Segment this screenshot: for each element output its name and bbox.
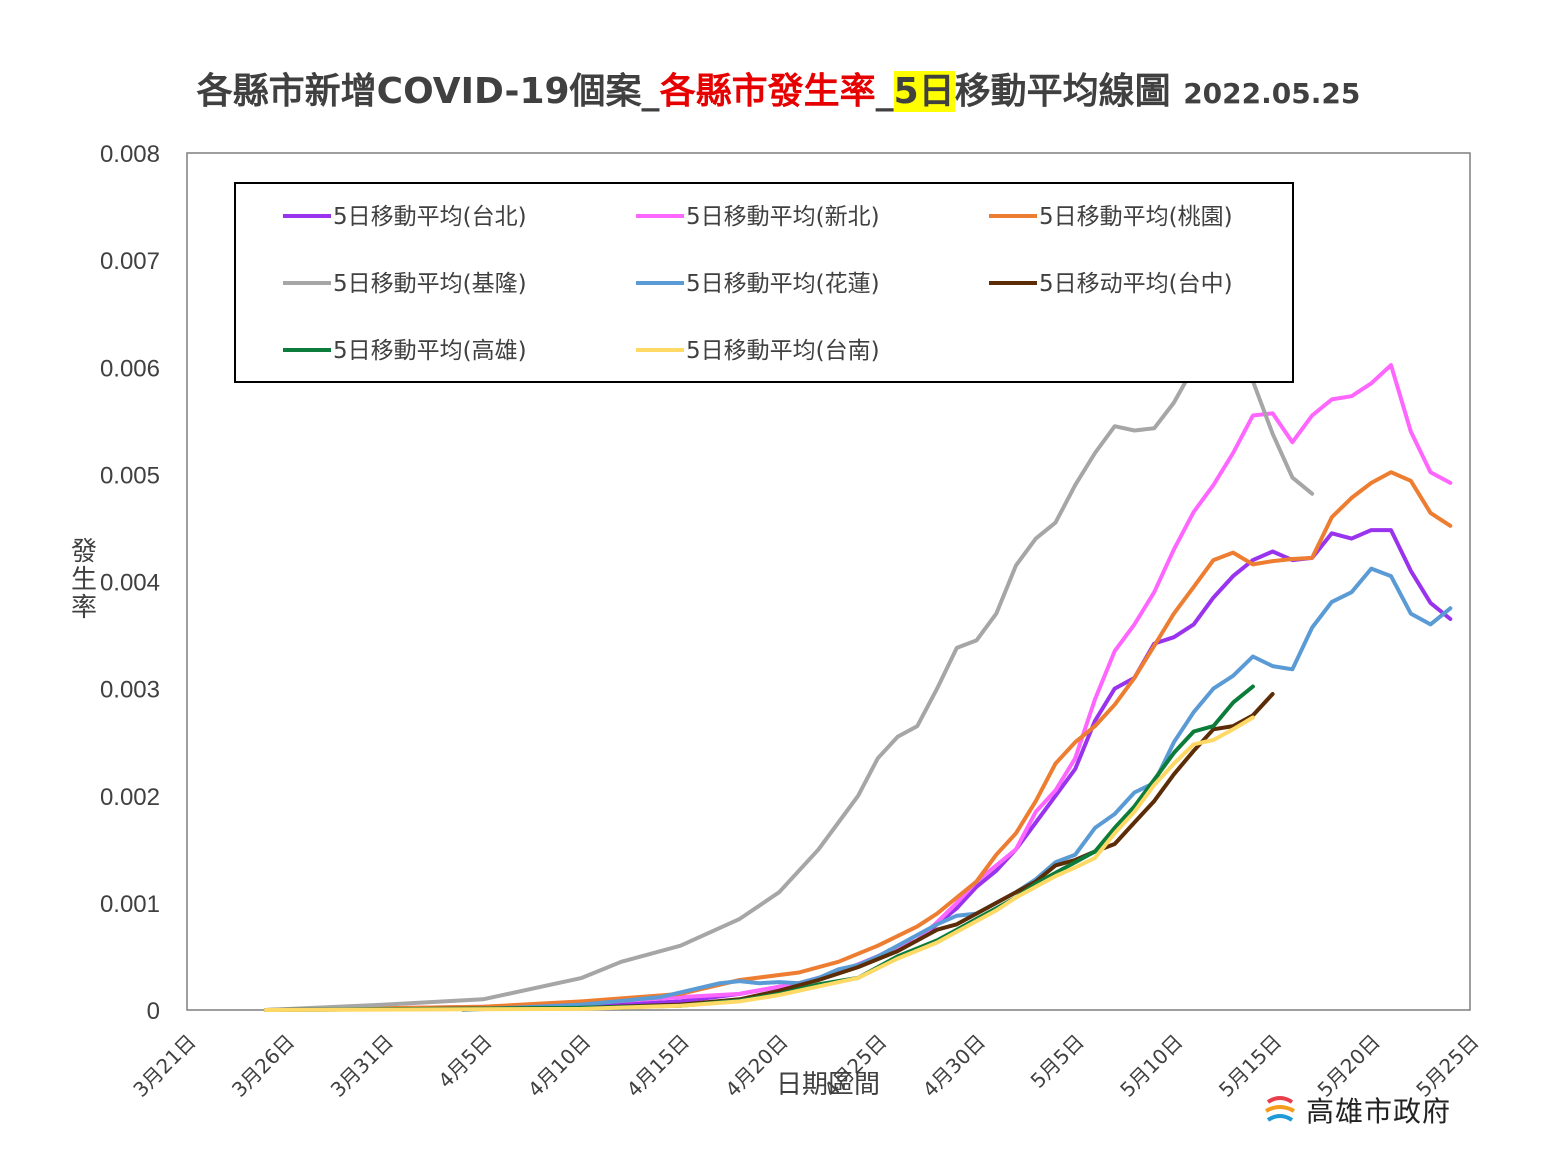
y-axis-title-char: 率 <box>71 593 97 623</box>
y-axis-title-char: 發 <box>71 537 97 567</box>
x-tick-label: 5月5日 <box>1026 1030 1089 1093</box>
y-axis-title: 發生率 <box>71 537 97 623</box>
legend: 5日移動平均(台北) 5日移動平均(新北) 5日移動平均(桃園) 5日移動平均(基隆)… <box>283 204 1233 364</box>
series-line-1 <box>264 363 1453 1012</box>
y-tick-label: 0 <box>147 998 160 1025</box>
y-tick-label: 0.001 <box>100 891 160 918</box>
y-axis-title-char: 生 <box>71 565 97 595</box>
legend-label: 5日移動平均(新北) <box>686 204 880 230</box>
series-line-3 <box>264 365 1315 1012</box>
series-line-2 <box>264 470 1453 1012</box>
series-line-4 <box>461 566 1453 1012</box>
y-tick-label: 0.002 <box>100 784 160 811</box>
x-tick-label: 5月10日 <box>1115 1030 1187 1102</box>
series-line-5 <box>264 692 1275 1012</box>
legend-box <box>234 182 1294 383</box>
series-line-7 <box>264 715 1255 1012</box>
title-date: 2022.05.25 <box>1183 77 1361 110</box>
series-line-0 <box>264 528 1453 1012</box>
logo-text: 高雄市政府 <box>1306 1095 1452 1128</box>
government-logo: 高雄市政府 <box>1262 1088 1451 1132</box>
title-part4: 5日 <box>893 71 955 112</box>
legend-label: 5日移動平均(台北) <box>333 204 527 230</box>
legend-label: 5日移動平均(高雄) <box>333 338 527 364</box>
y-tick-label: 0.005 <box>100 462 160 489</box>
x-axis-title: 日期區間 <box>776 1070 880 1100</box>
legend-label: 5日移動平均(基隆) <box>333 271 527 297</box>
kaohsiung-city-logo-icon <box>1265 1096 1295 1122</box>
x-tick-label: 4月30日 <box>918 1030 990 1102</box>
title-part2: 各縣市發生率 <box>659 71 876 112</box>
legend-label: 5日移動平均(台南) <box>686 338 880 364</box>
legend-label: 5日移動平均(花蓮) <box>686 271 880 297</box>
y-tick-label: 0.008 <box>100 141 160 168</box>
y-tick-label: 0.007 <box>100 248 160 275</box>
y-tick-label: 0.006 <box>100 355 160 382</box>
y-tick-label: 0.003 <box>100 677 160 704</box>
x-tick-label: 4月15日 <box>622 1030 694 1102</box>
title-part5: 移動平均線圖 <box>954 71 1171 112</box>
x-tick-label: 4月5日 <box>433 1030 496 1093</box>
x-tick-label: 3月31日 <box>326 1030 398 1102</box>
y-tick-label: 0.004 <box>100 570 160 597</box>
legend-label: 5日移动平均(台中) <box>1039 271 1233 297</box>
series-lines <box>264 363 1453 1012</box>
x-tick-label: 3月21日 <box>128 1030 200 1102</box>
x-tick-label: 3月26日 <box>227 1030 299 1102</box>
y-axis: 0 0.001 0.002 0.003 0.004 0.005 0.006 0.007 0.00… <box>100 141 160 1025</box>
legend-label: 5日移動平均(桃園) <box>1039 204 1233 230</box>
x-tick-label: 4月10日 <box>523 1030 595 1102</box>
plot-area-border <box>186 152 1471 1011</box>
chart-title: 各縣市新增COVID-19個案_各縣市發生率_5日移動平均線圖 2022.05.… <box>0 62 1557 114</box>
title-part3: _ <box>875 71 894 112</box>
title-part1: 各縣市新增COVID-19個案_ <box>196 71 660 112</box>
